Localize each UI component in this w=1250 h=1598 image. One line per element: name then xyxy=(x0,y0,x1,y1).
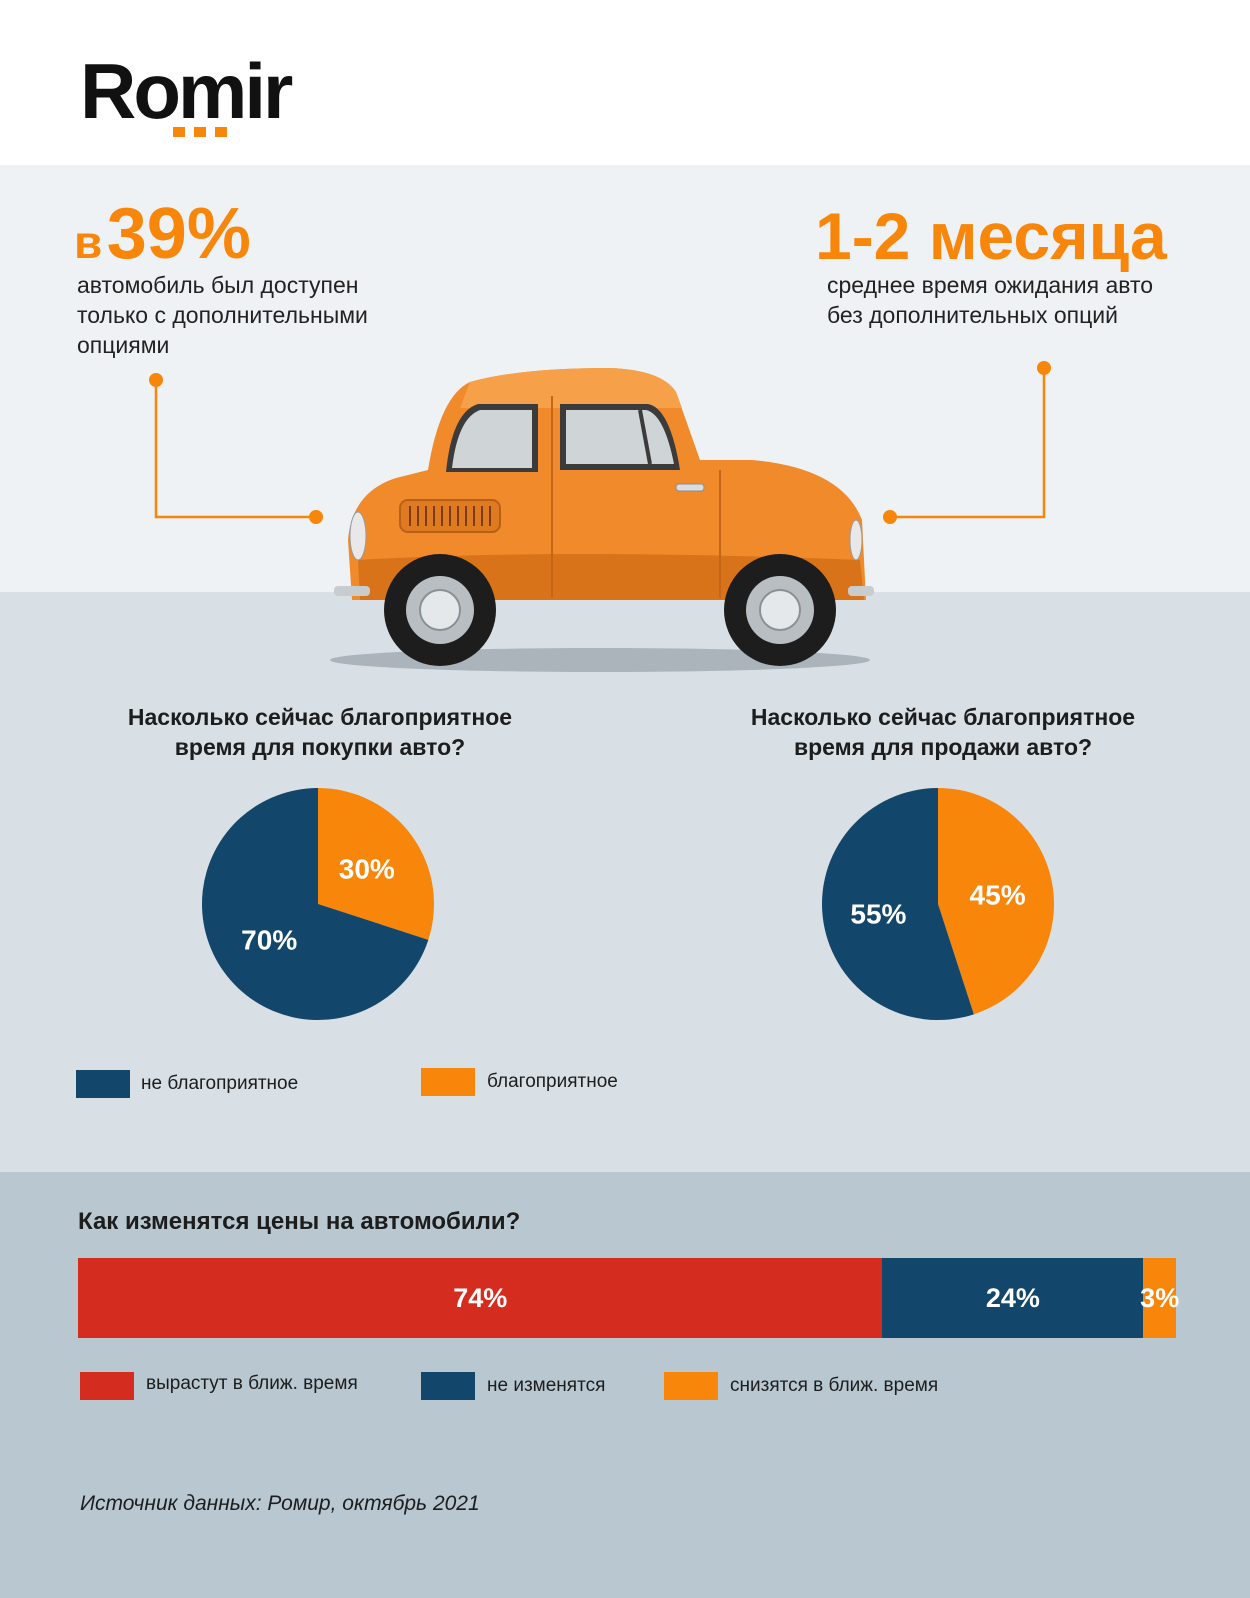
stat-2-line: без дополнительных опций xyxy=(827,302,1119,328)
bar-segment-fall: 3% xyxy=(1140,1258,1180,1338)
price-chart-title: Как изменятся цены на автомобили? xyxy=(78,1208,521,1235)
connector-dot xyxy=(1037,361,1051,375)
legend-label-fall: снизятся в ближ. время xyxy=(730,1375,939,1396)
connector-left xyxy=(154,380,316,519)
header: Romir xyxy=(0,0,1250,165)
stat-1-prefix: в xyxy=(74,216,103,268)
bar-segment-rise: 74% xyxy=(78,1258,883,1338)
bar-label-rise: 74% xyxy=(453,1282,508,1313)
legend-swatch-fall xyxy=(664,1372,718,1400)
stat-2-value: 1-2 месяца xyxy=(815,199,1167,273)
pie-sell-label-favorable: 45% xyxy=(970,880,1026,911)
connector-dot xyxy=(883,510,897,524)
legend-swatch-unfavorable xyxy=(76,1070,130,1098)
logo-dot xyxy=(173,127,185,137)
logo-dot xyxy=(215,127,227,137)
pie-2-title-line: время для продажи авто? xyxy=(793,734,1093,760)
legend-label-rise: вырастут в ближ. время xyxy=(146,1373,358,1394)
legend-label-favorable: благоприятное xyxy=(487,1071,618,1092)
pie-sell-slice-favorable xyxy=(938,788,1054,1015)
romir-logo: Romir xyxy=(80,47,293,135)
connector-dot xyxy=(309,510,323,524)
bar-label-same: 24% xyxy=(985,1282,1040,1313)
pie-1-title-line: время для покупки авто? xyxy=(174,734,466,760)
pie-buy-label-unfavorable: 70% xyxy=(241,924,297,955)
legend-swatch-favorable xyxy=(421,1068,475,1096)
pie-buy-slice-favorable xyxy=(318,788,434,940)
legend-label-same: не изменятся xyxy=(487,1375,606,1396)
pie-chart-buy: 30% 70% xyxy=(202,788,434,1020)
bar-segment-same: 24% xyxy=(882,1258,1144,1338)
stat-2-description: среднее время ожидания авто без дополнит… xyxy=(827,270,1153,330)
legend-swatch-same xyxy=(421,1372,475,1400)
legend-label-unfavorable: не благоприятное xyxy=(141,1073,299,1094)
connector-right xyxy=(890,368,1046,519)
pie-2-title-line: Насколько сейчас благоприятное xyxy=(750,704,1136,730)
stat-1-number: 39% xyxy=(106,194,251,274)
wheel xyxy=(724,554,836,666)
source-note: Источник данных: Ромир, октябрь 2021 xyxy=(80,1492,480,1515)
bar-label-fall: 3% xyxy=(1140,1282,1180,1313)
pie-sell-slice-unfavorable xyxy=(821,788,974,1020)
legend-swatch-rise xyxy=(80,1372,134,1400)
pie-buy-slice-unfavorable xyxy=(202,788,429,1020)
stat-2-line: среднее время ожидания авто xyxy=(827,272,1154,298)
pie-sell-label-unfavorable: 55% xyxy=(850,898,906,929)
pie-1-title: Насколько сейчас благоприятное время для… xyxy=(60,702,580,762)
stat-1-description: автомобиль был доступен только с дополни… xyxy=(77,270,368,360)
price-section xyxy=(0,1172,1250,1598)
pie-1-title-line: Насколько сейчас благоприятное xyxy=(127,704,513,730)
logo-dot xyxy=(194,127,206,137)
stat-1-line: автомобиль был доступен xyxy=(77,272,359,298)
pie-2-title: Насколько сейчас благоприятное время для… xyxy=(683,702,1203,762)
wheel xyxy=(384,554,496,666)
stat-1-value: в 39% xyxy=(74,198,251,270)
pie-chart-sell: 45% 55% xyxy=(821,788,1054,1020)
stat-1-line: только с дополнительными xyxy=(77,302,368,328)
pie-buy-label-favorable: 30% xyxy=(339,854,395,885)
stat-1-line: опциями xyxy=(77,332,170,358)
car-illustration xyxy=(149,361,1051,672)
connector-dot xyxy=(149,373,163,387)
